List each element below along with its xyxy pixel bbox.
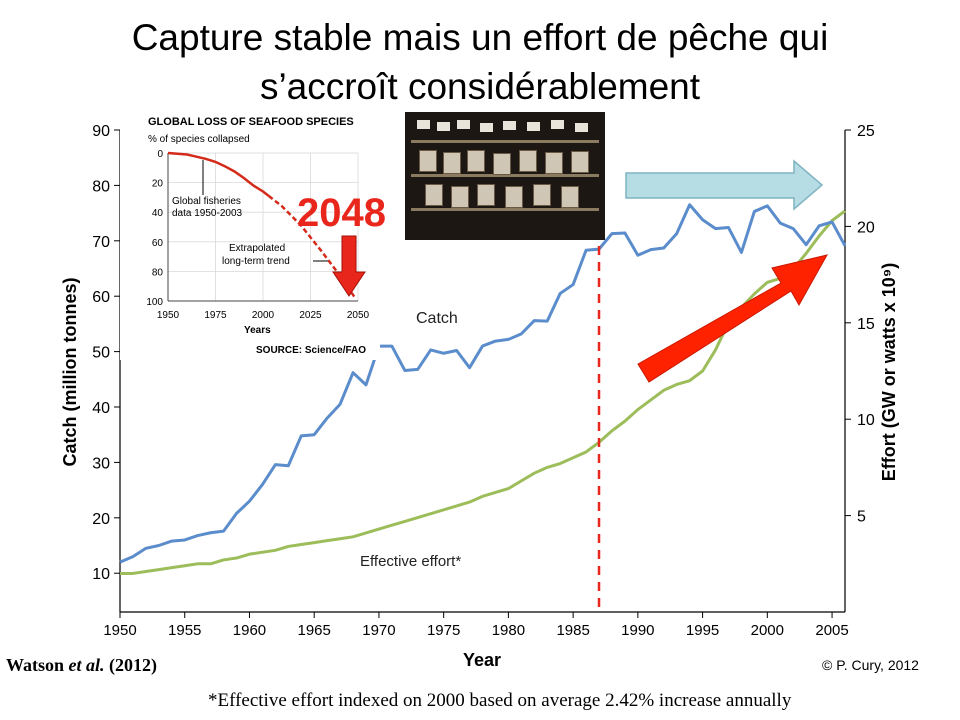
photo-shelf <box>411 208 599 211</box>
y-tick-label-left: 20 <box>92 511 110 528</box>
photo-item <box>457 120 470 129</box>
inset-subtitle: % of species collapsed <box>148 134 250 145</box>
photo-item <box>561 186 579 208</box>
inset-annotation: Global fisheries <box>172 196 241 207</box>
photo-item <box>437 122 450 131</box>
inset-x-tick-label: 2025 <box>299 310 322 321</box>
inset-y-tick-label: 60 <box>152 238 164 249</box>
y-tick-label-left: 10 <box>92 566 110 583</box>
photo-item <box>443 152 461 174</box>
x-tick-label: 1960 <box>233 622 266 639</box>
inset-annotation: Extrapolated <box>229 243 285 254</box>
y-tick-label-right: 20 <box>857 219 875 236</box>
photo-item <box>467 150 485 172</box>
y-axis-title-left: Catch (million tonnes) <box>60 277 80 466</box>
inset-title: GLOBAL LOSS OF SEAFOOD SPECIES <box>148 116 354 128</box>
slide-title-line-1: Capture stable mais un effort de pêche q… <box>131 17 829 58</box>
photo-item <box>493 153 511 175</box>
photo-item <box>527 122 540 131</box>
source-etal: et al. <box>68 655 105 675</box>
y-tick-label-left: 50 <box>92 345 110 362</box>
y-tick-label-right: 5 <box>857 509 866 526</box>
x-tick-label: 1980 <box>492 622 525 639</box>
y-tick-label-left: 30 <box>92 455 110 472</box>
x-tick-label: 1985 <box>556 622 589 639</box>
copyright-credit: © P. Cury, 2012 <box>822 657 919 673</box>
rising-effort-arrow <box>637 254 828 383</box>
photo-item <box>503 121 516 130</box>
x-tick-label: 1995 <box>686 622 719 639</box>
source-author: Watson <box>6 655 65 675</box>
y-tick-label-right: 10 <box>857 412 875 429</box>
photo-item <box>451 186 469 208</box>
photo-item <box>571 151 589 173</box>
photo-item <box>551 120 564 129</box>
inset-annotation: long-term trend <box>222 256 290 267</box>
x-tick-label: 1990 <box>621 622 654 639</box>
photo-item <box>480 123 493 132</box>
inset-x-tick-label: 1950 <box>157 310 180 321</box>
photo-item <box>519 150 537 172</box>
y-tick-label-left: 70 <box>92 234 110 251</box>
inset-observed-line <box>167 151 270 197</box>
inset-y-tick-label: 40 <box>152 208 164 219</box>
market-stall-photo <box>405 112 605 240</box>
photo-item <box>575 123 588 132</box>
photo-item <box>417 120 430 129</box>
photo-item <box>425 184 443 206</box>
y-tick-label-left: 80 <box>92 178 110 195</box>
inset-extrapolated-line <box>267 194 356 298</box>
effort-footnote: *Effective effort indexed on 2000 based … <box>208 690 792 711</box>
inset-source: SOURCE: Science/FAO <box>256 345 366 356</box>
inset-x-axis-title: Years <box>244 325 271 336</box>
source-year: (2012) <box>109 655 158 675</box>
inset-x-tick-label: 2050 <box>347 310 370 321</box>
inset-y-tick-label: 0 <box>157 149 163 160</box>
y-tick-label-left: 40 <box>92 400 110 417</box>
catch-series-line <box>119 203 847 564</box>
photo-shelf <box>411 174 599 177</box>
x-tick-label: 1975 <box>427 622 460 639</box>
inset-x-tick-label: 1975 <box>204 310 227 321</box>
effort-series-label: Effective effort* <box>360 553 461 570</box>
photo-item <box>419 150 437 172</box>
photo-item <box>505 186 523 208</box>
y-tick-label-right: 15 <box>857 316 875 333</box>
x-tick-label: 1965 <box>298 622 331 639</box>
x-tick-label: 2000 <box>751 622 784 639</box>
inset-y-tick-label: 100 <box>146 297 163 308</box>
inset-x-tick-label: 2000 <box>252 310 275 321</box>
slide-title-line-2: s’accroît considérablement <box>259 66 701 107</box>
photo-item <box>533 184 551 206</box>
inset-annotation: data 1950-2003 <box>172 208 243 219</box>
inset-background <box>120 110 380 360</box>
stable-catch-arrow <box>625 159 824 211</box>
y-tick-label-left: 60 <box>92 289 110 306</box>
photo-shelf <box>411 140 599 143</box>
source-citation: Watson et al. (2012) <box>6 655 157 676</box>
y-tick-label-left: 90 <box>92 123 110 140</box>
y-axis-title-right: Effort (GW or watts x 10⁹) <box>879 263 899 482</box>
x-tick-label: 1950 <box>103 622 136 639</box>
inset-y-tick-label: 80 <box>152 267 164 278</box>
year-2048-label: 2048 <box>297 191 386 235</box>
inset-y-tick-label: 20 <box>152 179 164 190</box>
x-axis-title: Year <box>463 650 501 670</box>
x-tick-label: 1955 <box>168 622 201 639</box>
x-tick-label: 1970 <box>362 622 395 639</box>
down-arrow-2048 <box>332 235 366 297</box>
photo-item <box>477 184 495 206</box>
y-tick-label-right: 25 <box>857 123 875 140</box>
x-tick-label: 2005 <box>815 622 848 639</box>
photo-item <box>545 152 563 174</box>
catch-series-label: Catch <box>416 310 458 327</box>
